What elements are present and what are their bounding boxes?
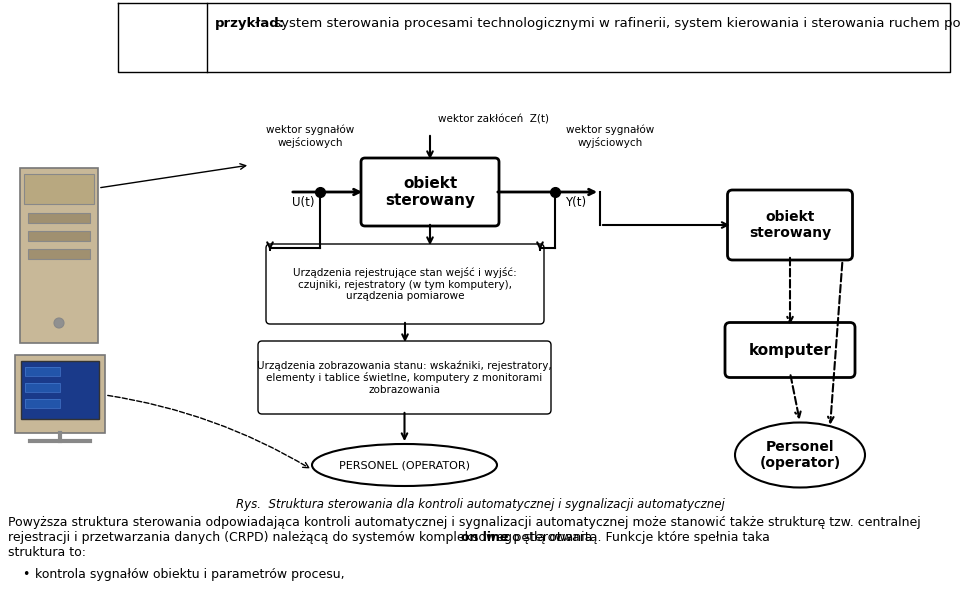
Text: Y(t): Y(t) [565, 196, 587, 209]
Text: kontrola sygnałów obiektu i parametrów procesu,: kontrola sygnałów obiektu i parametrów p… [35, 568, 345, 581]
Text: •: • [22, 568, 30, 581]
Text: PERSONEL (OPERATOR): PERSONEL (OPERATOR) [339, 460, 470, 470]
Bar [28, 249, 90, 259]
Text: z pętlą otwartą. Funkcje które spełnia taka: z pętlą otwartą. Funkcje które spełnia t… [499, 531, 770, 544]
Ellipse shape [312, 444, 497, 486]
Ellipse shape [54, 318, 64, 328]
FancyBboxPatch shape [266, 244, 544, 324]
Text: Urządzenia zobrazowania stanu: wskaźniki, rejestratory,
elementy i tablice świet: Urządzenia zobrazowania stanu: wskaźniki… [257, 360, 552, 395]
Bar [20, 168, 98, 343]
Text: system sterowania procesami technologicznymi w rafinerii, system kierowania i st: system sterowania procesami technologicz… [270, 17, 960, 30]
Bar [25, 367, 60, 376]
Text: wektor zakłóceń  Z(t): wektor zakłóceń Z(t) [438, 115, 549, 125]
Bar [25, 383, 60, 392]
Bar [25, 367, 60, 376]
Bar [28, 231, 90, 241]
FancyBboxPatch shape [728, 190, 852, 260]
Text: Rys.  Struktura sterowania dla kontroli automatycznej i sygnalizacji automatyczn: Rys. Struktura sterowania dla kontroli a… [235, 498, 725, 511]
Text: Urządzenia rejestrujące stan wejść i wyjść:
czujniki, rejestratory (w tym komput: Urządzenia rejestrujące stan wejść i wyj… [293, 267, 516, 301]
Bar [21, 361, 99, 419]
Bar [24, 174, 94, 204]
Ellipse shape [735, 423, 865, 487]
Text: wektor sygnałów
wejściowych: wektor sygnałów wejściowych [266, 124, 354, 148]
FancyBboxPatch shape [258, 341, 551, 414]
Text: wektor sygnałów
wyjściowych: wektor sygnałów wyjściowych [565, 124, 654, 148]
FancyBboxPatch shape [725, 323, 855, 378]
Text: Powyższa struktura sterowania odpowiadająca kontroli automatycznej i sygnalizacj: Powyższa struktura sterowania odpowiadaj… [8, 516, 921, 529]
Bar [28, 213, 90, 223]
Text: przykład:: przykład: [215, 17, 285, 30]
Text: komputer: komputer [749, 342, 831, 357]
Bar [25, 399, 60, 408]
Text: Personel
(operator): Personel (operator) [759, 440, 841, 470]
Bar [15, 355, 105, 433]
Text: obiekt
sterowany: obiekt sterowany [385, 176, 475, 208]
FancyBboxPatch shape [361, 158, 499, 226]
Text: rejestracji i przetwarzania danych (CRPD) należącą do systemów kompleksowego ste: rejestracji i przetwarzania danych (CRPD… [8, 531, 596, 544]
Bar [25, 399, 60, 408]
Text: U(t): U(t) [292, 196, 315, 209]
Text: on line: on line [461, 531, 509, 544]
Text: obiekt
sterowany: obiekt sterowany [749, 210, 831, 240]
Bar [25, 383, 60, 392]
Text: struktura to:: struktura to: [8, 546, 86, 559]
